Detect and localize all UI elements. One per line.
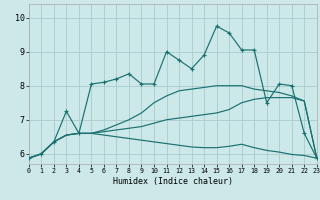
X-axis label: Humidex (Indice chaleur): Humidex (Indice chaleur) bbox=[113, 177, 233, 186]
